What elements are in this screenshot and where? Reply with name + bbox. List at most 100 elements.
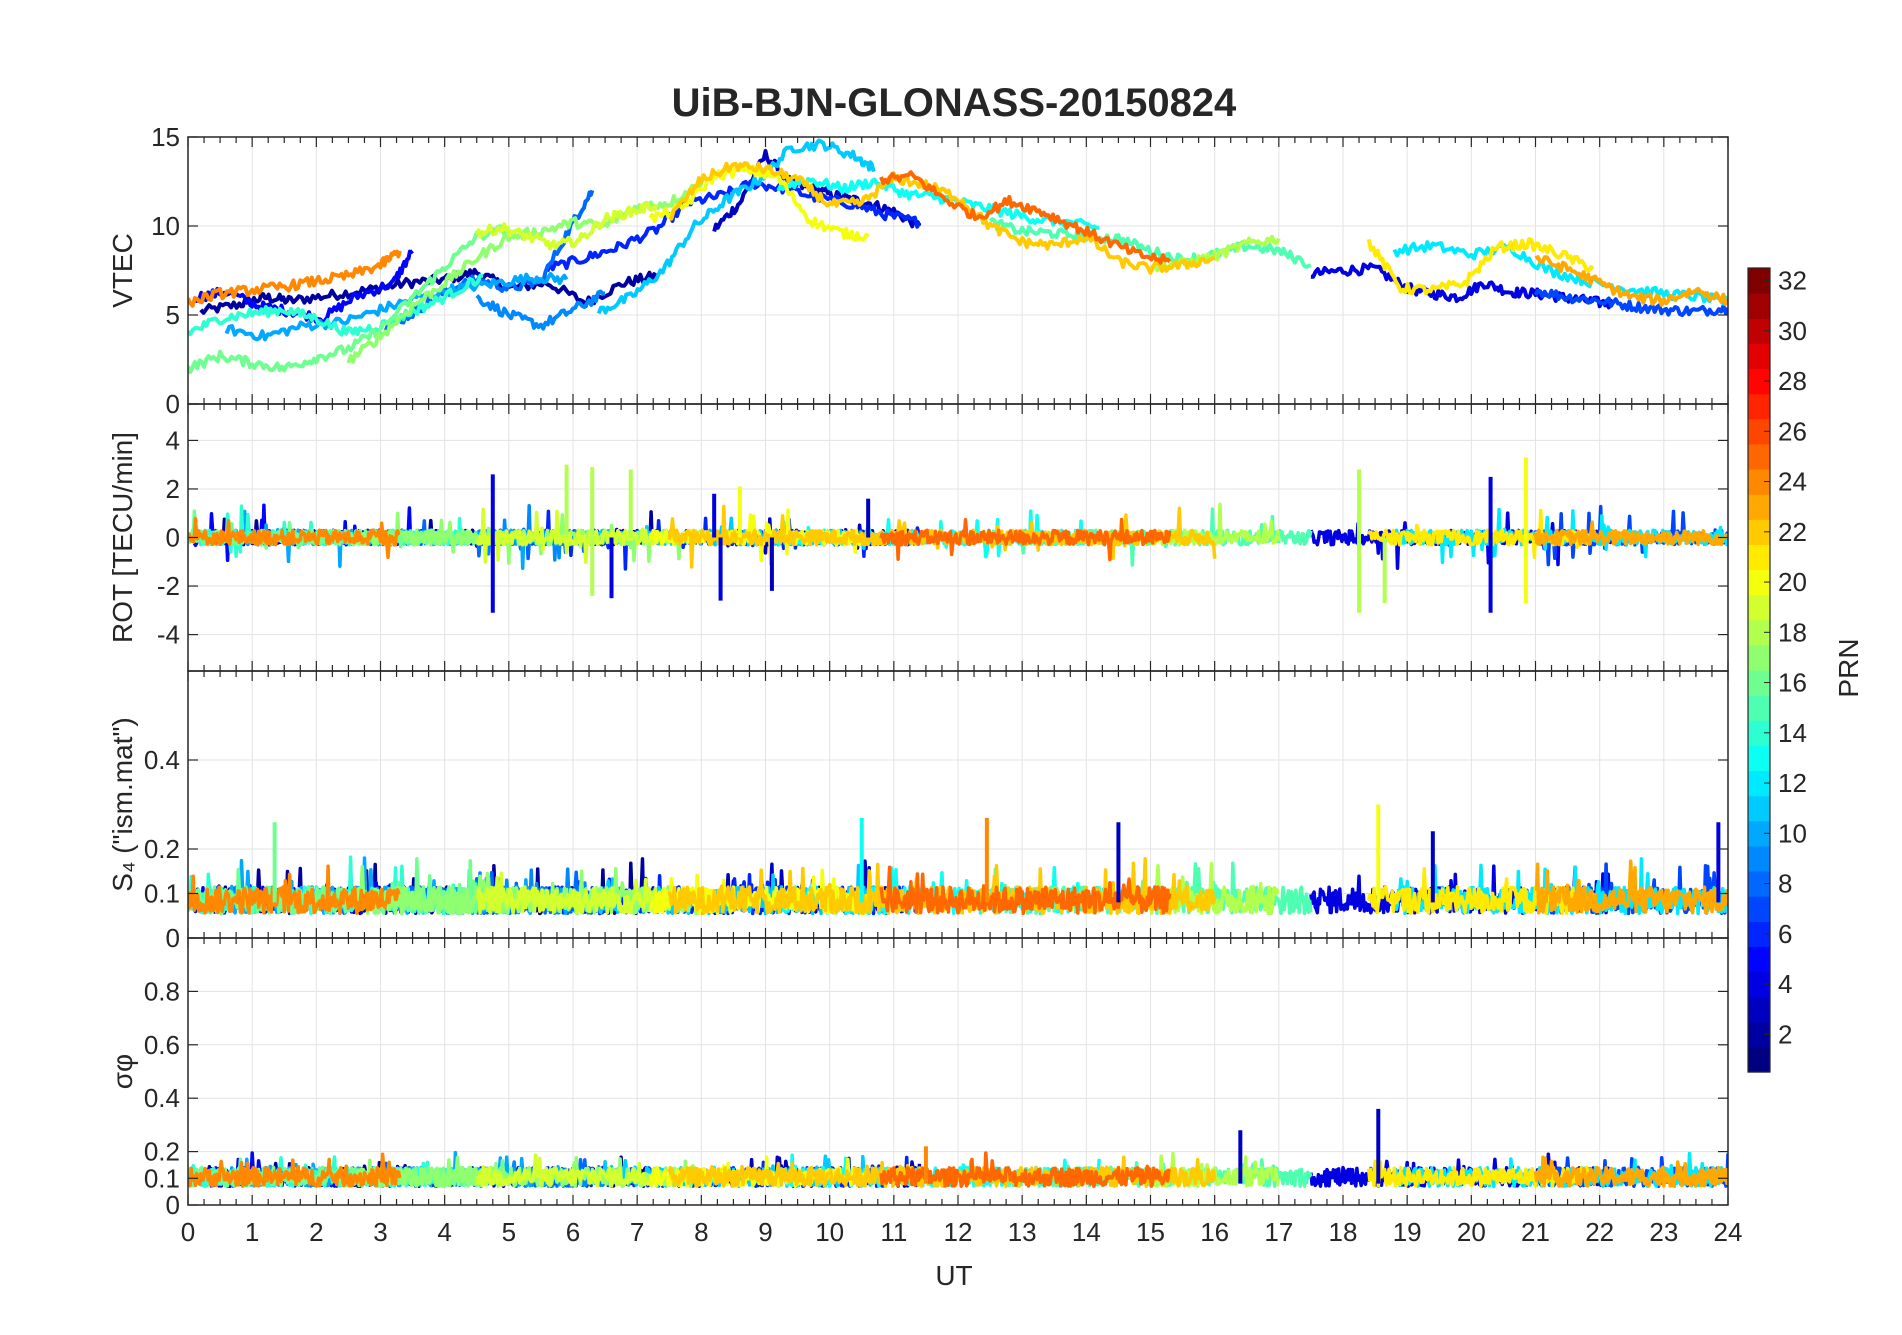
sigma-series-prn-22 bbox=[667, 1155, 1217, 1189]
x-tick-label: 11 bbox=[880, 1217, 907, 1247]
colorbar-band bbox=[1748, 443, 1770, 470]
sigma-series-prn-23 bbox=[1533, 1155, 1728, 1188]
x-axis-label: UT bbox=[935, 1260, 972, 1291]
x-tick-label: 17 bbox=[1264, 1217, 1293, 1247]
panel-sigma-data bbox=[188, 1108, 1728, 1189]
colorbar-band bbox=[1748, 343, 1770, 370]
colorbar-band bbox=[1748, 569, 1770, 596]
s4-series-prn-21 bbox=[1366, 867, 1596, 916]
colorbar-band bbox=[1748, 996, 1770, 1023]
s4-series-prn-24 bbox=[188, 864, 401, 915]
x-axis: 0 1 2 3 4 5 6 7 8 9 10 11 12 13 14 15 16 17 18 19 20 21 22 23 24 bbox=[181, 1217, 1743, 1247]
colorbar-band bbox=[1748, 971, 1770, 998]
y-tick-label: 2 bbox=[166, 474, 180, 504]
colorbar-band bbox=[1748, 921, 1770, 947]
colorbar-band bbox=[1748, 594, 1770, 621]
y-tick-label: 0.4 bbox=[144, 745, 180, 775]
vtec-series-prn-22 bbox=[669, 161, 1216, 275]
rot-series-prn-24 bbox=[188, 516, 401, 560]
colorbar-band bbox=[1748, 318, 1770, 344]
rot-series-prn-25 bbox=[879, 517, 1172, 562]
x-tick-label: 7 bbox=[630, 1217, 644, 1247]
panel-vtec-data bbox=[188, 138, 1728, 374]
x-tick-label: 21 bbox=[1521, 1217, 1550, 1247]
vtec-series-prn-19 bbox=[474, 201, 659, 251]
vtec-series-prn-24 bbox=[188, 249, 402, 308]
sigma-series-prn-19 bbox=[475, 1153, 658, 1188]
x-tick-label: 6 bbox=[566, 1217, 580, 1247]
vtec-series-prn-25 bbox=[879, 170, 1172, 265]
colorbar-band bbox=[1748, 1046, 1770, 1073]
y-tick-label: 0.2 bbox=[144, 1137, 180, 1167]
x-tick-label: 20 bbox=[1457, 1217, 1486, 1247]
chart-title: UiB-BJN-GLONASS-20150824 bbox=[672, 81, 1237, 125]
colorbar-band bbox=[1748, 820, 1770, 847]
y-axis-label: S₄ ("ism.mat") bbox=[107, 717, 138, 891]
colorbar-band bbox=[1748, 896, 1770, 922]
colorbar-band bbox=[1748, 720, 1770, 746]
colorbar-band bbox=[1748, 770, 1770, 797]
y-tick-label: -2 bbox=[157, 571, 180, 601]
panel-sigma: 00.10.2 0.4 0.6 0.8 σφ bbox=[107, 937, 1729, 1220]
x-tick-label: 10 bbox=[815, 1217, 844, 1247]
x-tick-label: 2 bbox=[309, 1217, 323, 1247]
colorbar-tick-label: 32 bbox=[1778, 266, 1807, 296]
colorbar-label: PRN bbox=[1833, 638, 1864, 697]
colorbar-tick-label: 12 bbox=[1778, 768, 1807, 798]
colorbar-band bbox=[1748, 393, 1770, 420]
y-tick-label: 0 bbox=[166, 523, 180, 553]
vtec-series-prn-7 bbox=[1533, 288, 1728, 318]
colorbar-band bbox=[1748, 795, 1770, 822]
x-tick-label: 23 bbox=[1649, 1217, 1678, 1247]
colorbar-band bbox=[1748, 670, 1770, 696]
colorbar-tick-label: 2 bbox=[1778, 1019, 1792, 1049]
colorbar-band bbox=[1748, 644, 1770, 671]
x-tick-label: 19 bbox=[1393, 1217, 1422, 1247]
colorbar-tick-label: 28 bbox=[1778, 366, 1807, 396]
y-axis-label: VTEC bbox=[107, 233, 138, 308]
y-tick-label: 0.4 bbox=[144, 1083, 180, 1113]
y-tick-label: -4 bbox=[157, 620, 180, 650]
colorbar-tick-label: 6 bbox=[1778, 919, 1792, 949]
s4-series-prn-25 bbox=[879, 865, 1172, 916]
colorbar-band bbox=[1748, 871, 1770, 897]
colorbar-tick-label: 30 bbox=[1778, 316, 1807, 346]
rot-series-prn-23 bbox=[1533, 520, 1728, 547]
x-tick-label: 18 bbox=[1329, 1217, 1358, 1247]
colorbar-frame bbox=[1747, 267, 1771, 1073]
vtec-series-prn-10 bbox=[224, 272, 569, 342]
colorbar-tick-label: 24 bbox=[1778, 467, 1807, 497]
colorbar-tick-label: 10 bbox=[1778, 818, 1807, 848]
rot-series-prn-19 bbox=[475, 507, 659, 564]
colorbar-band bbox=[1748, 519, 1770, 545]
x-tick-label: 5 bbox=[502, 1217, 516, 1247]
y-tick-label: 0.6 bbox=[144, 1030, 180, 1060]
y-tick-label: 0.2 bbox=[144, 834, 180, 864]
x-tick-label: 12 bbox=[944, 1217, 973, 1247]
colorbar-band bbox=[1748, 418, 1770, 445]
vtec-series-prn-15 bbox=[988, 217, 1312, 269]
s4-series-prn-19 bbox=[475, 871, 659, 915]
colorbar-tick-label: 22 bbox=[1778, 517, 1807, 547]
x-tick-label: 22 bbox=[1585, 1217, 1614, 1247]
x-tick-label: 3 bbox=[373, 1217, 387, 1247]
vtec-series-prn-21 bbox=[1366, 237, 1595, 296]
vtec-series-prn-23 bbox=[1534, 255, 1728, 307]
y-tick-label: 15 bbox=[151, 122, 180, 152]
x-tick-label: 8 bbox=[694, 1217, 708, 1247]
colorbar-tick-label: 8 bbox=[1778, 869, 1792, 899]
colorbar-band bbox=[1748, 619, 1770, 646]
x-tick-label: 13 bbox=[1008, 1217, 1037, 1247]
vtec-series-prn-9 bbox=[475, 289, 606, 331]
colorbar-tick-label: 18 bbox=[1778, 617, 1807, 647]
colorbar-band bbox=[1748, 469, 1770, 495]
panel-rot-data bbox=[188, 457, 1728, 613]
colorbar-band bbox=[1748, 946, 1770, 973]
x-tick-label: 0 bbox=[181, 1217, 195, 1247]
panel-s4-data bbox=[188, 804, 1728, 916]
colorbar-tick-label: 14 bbox=[1778, 718, 1807, 748]
